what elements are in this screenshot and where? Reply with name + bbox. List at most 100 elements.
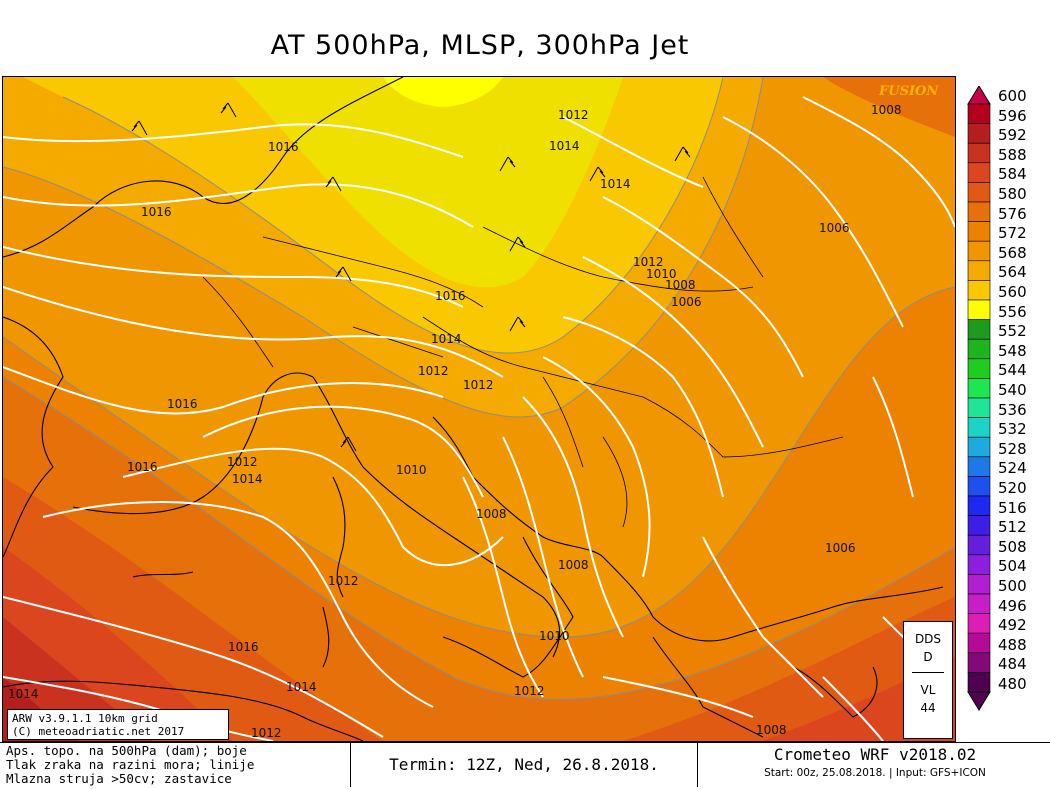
dds-value: D: [923, 650, 933, 664]
pressure-label: 1012: [251, 726, 282, 740]
pressure-label: 1016: [268, 140, 299, 154]
legend-swatch: [967, 123, 991, 144]
legend-tick-label: 560: [998, 283, 1027, 301]
legend-tick-label: 528: [998, 439, 1027, 458]
dds-label: DDS: [914, 632, 942, 646]
model-info-box: ARW v3.9.1.1 10km grid (C) meteoadriatic…: [7, 709, 229, 740]
legend-swatch: [967, 299, 991, 320]
legend-swatch: [967, 240, 991, 262]
legend-tick-label: 544: [998, 361, 1027, 380]
legend-tick-label: 500: [998, 577, 1027, 595]
legend-swatch: [967, 574, 991, 595]
legend-tick-label: 520: [998, 479, 1027, 497]
pressure-label: 1014: [549, 139, 580, 153]
legend-swatch: [967, 397, 991, 418]
pressure-label: 1014: [431, 332, 462, 346]
weather-map: FUSION 1012 1014 1008 1016 1016 1014 100…: [2, 76, 956, 742]
pressure-label: 1006: [819, 221, 850, 235]
pressure-label: 1014: [8, 687, 39, 701]
legend-arrow-bottom: [967, 691, 991, 711]
legend-swatch: [967, 201, 991, 222]
model-name: Crometeo WRF v2018.02: [773, 745, 977, 764]
wind-barbs: [131, 102, 691, 452]
pressure-label: 1016: [167, 397, 198, 411]
pressure-label: 1008: [476, 507, 507, 521]
legend-tick-label: 580: [998, 185, 1027, 203]
dds-separator: [912, 672, 944, 673]
legend-arrow-top: [967, 86, 991, 105]
legend-swatch: [967, 142, 991, 164]
footer: Aps. topo. na 500hPa (dam); boje Tlak zr…: [0, 742, 1050, 789]
legend-swatch: [967, 495, 991, 516]
pressure-label: 1006: [825, 541, 856, 555]
pressure-label: 1014: [600, 177, 631, 191]
legend-swatch: [967, 534, 991, 556]
legend-swatch: [967, 515, 991, 536]
legend-tick-label: 572: [998, 224, 1027, 243]
pressure-label: 1014: [232, 472, 263, 486]
legend-tick-label: 540: [998, 381, 1027, 399]
legend-swatch: [967, 378, 991, 399]
model-version: ARW v3.9.1.1 10km grid: [12, 712, 158, 725]
pressure-label: 1010: [539, 629, 570, 643]
footer-line-2: Tlak zraka na razini mora; linije: [6, 757, 255, 772]
pressure-label: 1012: [328, 574, 359, 588]
legend-tick-label: 496: [998, 596, 1027, 615]
legend-swatch: [967, 221, 991, 242]
pressure-label: 1010: [396, 463, 427, 477]
legend-swatch: [967, 182, 991, 203]
legend-swatch: [967, 476, 991, 497]
legend-swatch: [967, 358, 991, 379]
vl-value: 44: [920, 701, 936, 715]
legend-swatch: [967, 319, 991, 340]
vl-label: VL: [920, 683, 936, 697]
band-556: [233, 77, 623, 288]
pressure-label: 1016: [127, 460, 158, 474]
legend-tick-label: 568: [998, 243, 1027, 262]
pressure-label: 1012: [514, 684, 545, 698]
legend-tick-label: 556: [998, 302, 1027, 321]
legend-swatch: [967, 632, 991, 654]
legend-tick-label: 504: [998, 557, 1027, 576]
pressure-label: 1016: [228, 640, 259, 654]
legend-swatch: [967, 417, 991, 438]
pressure-label: 1012: [558, 108, 589, 122]
legend-swatch: [967, 554, 991, 575]
legend-swatch: [967, 456, 991, 477]
legend-swatch: [967, 103, 991, 124]
color-legend: [967, 86, 991, 711]
legend-swatch: [967, 260, 991, 281]
legend-tick-label: 492: [998, 616, 1027, 635]
model-run-info: Crometeo WRF v2018.02 Start: 00z, 25.08.…: [700, 745, 1050, 779]
legend-swatch: [967, 593, 991, 614]
map-title: AT 500hPa, MLSP, 300hPa Jet: [270, 30, 690, 61]
pressure-label: 1010: [646, 267, 677, 281]
legend-tick-label: 536: [998, 400, 1027, 419]
pressure-label: 1016: [141, 205, 172, 219]
legend-swatch: [967, 652, 991, 673]
borders: [202, 176, 844, 528]
legend-swatch: [967, 162, 991, 183]
legend-tick-label: 584: [998, 165, 1027, 184]
legend-tick-label: 508: [998, 537, 1027, 556]
legend-tick-label: 588: [998, 145, 1027, 164]
legend-tick-label: 516: [998, 498, 1027, 517]
forecast-time: Termin: 12Z, Ned, 26.8.2018.: [350, 743, 698, 787]
isobars: [3, 96, 955, 741]
pressure-label: 1014: [286, 680, 317, 694]
legend-swatch: [967, 672, 991, 693]
pressure-label: 1008: [871, 103, 902, 117]
footer-line-3: Mlazna struja >50cv; zastavice: [6, 771, 232, 786]
pressure-label: 1016: [435, 289, 466, 303]
legend-tick-label: 564: [998, 263, 1027, 282]
legend-swatch: [967, 436, 991, 458]
legend-tick-label: 512: [998, 518, 1027, 537]
pressure-label: 1012: [418, 364, 449, 378]
legend-tick-label: 484: [998, 655, 1027, 674]
pressure-label: 1008: [558, 558, 589, 572]
dds-box: DDS D VL 44: [903, 621, 953, 739]
map-canvas: [3, 77, 955, 741]
legend-swatch: [967, 613, 991, 634]
legend-tick-label: 552: [998, 322, 1027, 341]
footer-legend-text: Aps. topo. na 500hPa (dam); boje Tlak zr…: [6, 744, 254, 786]
